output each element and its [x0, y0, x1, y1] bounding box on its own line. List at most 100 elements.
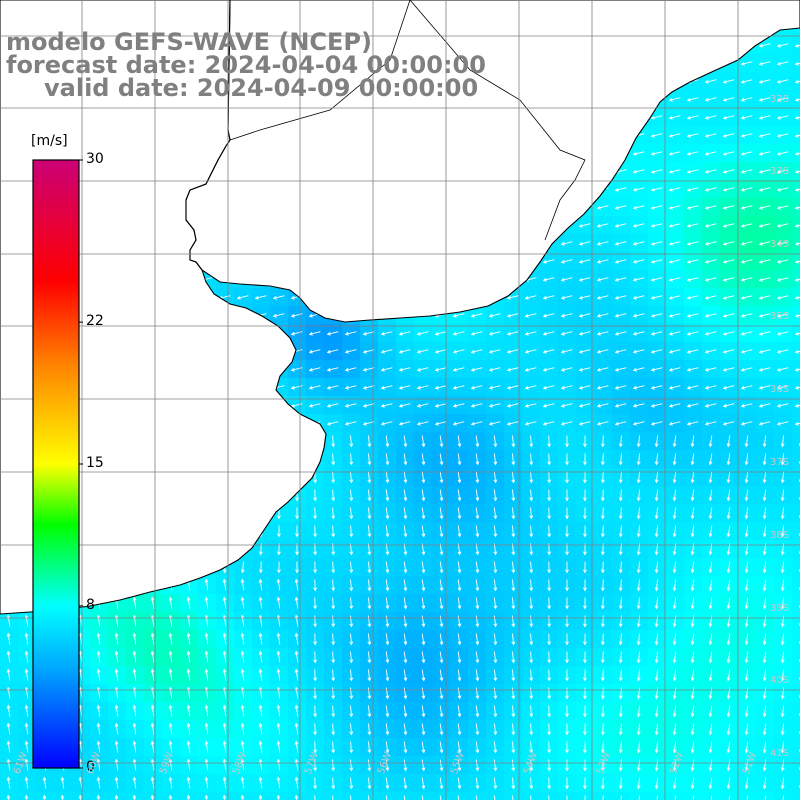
- wind-cell: [792, 108, 800, 127]
- latitude-label: 40S: [770, 675, 790, 686]
- wind-cell: [126, 792, 145, 800]
- wind-cell: [792, 720, 800, 739]
- wind-arrow: [776, 61, 789, 66]
- wind-cell: [252, 792, 271, 800]
- wind-arrow: [776, 79, 789, 84]
- wind-cell: [702, 792, 721, 800]
- wind-cell: [792, 216, 800, 235]
- wind-cell: [792, 288, 800, 307]
- wind-cell: [792, 576, 800, 595]
- wind-arrow: [794, 61, 800, 66]
- wind-cell: [792, 774, 800, 793]
- latitude-label: 35S: [770, 311, 790, 322]
- wind-cell: [684, 792, 703, 800]
- wind-cell: [198, 792, 217, 800]
- wind-arrow: [758, 61, 771, 66]
- wind-cell: [0, 792, 19, 800]
- wind-cell: [432, 792, 451, 800]
- latitude-label: 37S: [770, 457, 790, 468]
- wind-cell: [72, 792, 91, 800]
- wind-cell: [792, 54, 800, 73]
- wind-cell: [792, 396, 800, 415]
- wind-arrow: [758, 43, 771, 48]
- wind-cell: [324, 792, 343, 800]
- colorbar: [32, 159, 83, 769]
- wind-arrow: [704, 79, 717, 84]
- wind-cell: [792, 522, 800, 541]
- wind-cell: [792, 306, 800, 325]
- latitude-label: 39S: [770, 603, 790, 614]
- wind-cell: [414, 792, 433, 800]
- wind-cell: [792, 594, 800, 613]
- wind-cell: [792, 414, 800, 433]
- wind-cell: [792, 162, 800, 181]
- wind-cell: [792, 72, 800, 91]
- wind-cell: [18, 792, 37, 800]
- wind-cell: [792, 342, 800, 361]
- wind-cell: [792, 360, 800, 379]
- wind-cell: [504, 792, 523, 800]
- wind-cell: [54, 792, 73, 800]
- wind-cell: [792, 234, 800, 253]
- wind-cell: [342, 792, 361, 800]
- wind-cell: [738, 792, 757, 800]
- wind-cell: [792, 756, 800, 775]
- latitude-label: 36S: [770, 384, 790, 395]
- colorbar-tick-label: 8: [86, 596, 95, 613]
- wind-cell: [792, 450, 800, 469]
- wind-cell: [450, 792, 469, 800]
- wind-arrow: [758, 79, 771, 84]
- latitude-label: 38S: [770, 530, 790, 541]
- wind-cell: [792, 630, 800, 649]
- wind-cell: [792, 486, 800, 505]
- wind-cell: [792, 738, 800, 757]
- colorbar-unit: [m/s]: [31, 133, 68, 149]
- wind-cell: [792, 612, 800, 631]
- latitude-label: 32S: [770, 94, 790, 105]
- wind-cell: [792, 792, 800, 800]
- wind-cell: [792, 558, 800, 577]
- wind-cell: [90, 792, 109, 800]
- colorbar-tick-label: 22: [86, 313, 104, 330]
- wind-cell: [396, 792, 415, 800]
- latitude-label: 41S: [770, 748, 790, 759]
- wind-cell: [468, 792, 487, 800]
- colorbar-tick-label: 15: [86, 455, 104, 471]
- wind-cell: [792, 324, 800, 343]
- wind-cell: [378, 792, 397, 800]
- latitude-label: 33S: [770, 166, 790, 177]
- wind-cell: [792, 684, 800, 703]
- wind-cell: [144, 792, 163, 800]
- wind-cell: [792, 432, 800, 451]
- wind-arrow: [794, 43, 800, 48]
- wind-cell: [792, 540, 800, 559]
- wind-arrow: [740, 79, 753, 84]
- wind-cell: [162, 792, 181, 800]
- wind-cell: [792, 702, 800, 721]
- wind-cell: [108, 792, 127, 800]
- wind-cell: [720, 792, 739, 800]
- wind-cell: [792, 666, 800, 685]
- wind-cell: [270, 792, 289, 800]
- wind-cell: [540, 792, 559, 800]
- wind-cell: [792, 180, 800, 199]
- wind-cell: [792, 198, 800, 217]
- wind-cell: [234, 792, 253, 800]
- colorbar-gradient: [32, 159, 80, 769]
- wind-cell: [360, 792, 379, 800]
- wind-cell: [792, 36, 800, 55]
- wind-arrow: [740, 61, 753, 66]
- colorbar-tick-label: 30: [86, 151, 104, 167]
- wind-cell: [792, 126, 800, 145]
- title-valid-date: valid date: 2024-04-09 00:00:00: [44, 74, 479, 102]
- wind-cell: [792, 648, 800, 667]
- wind-cell: [522, 792, 541, 800]
- wind-cell: [792, 468, 800, 487]
- wind-cell: [792, 504, 800, 523]
- wind-cell: [288, 792, 307, 800]
- wind-arrow: [776, 43, 789, 48]
- wind-cell: [36, 792, 55, 800]
- wind-cell: [180, 792, 199, 800]
